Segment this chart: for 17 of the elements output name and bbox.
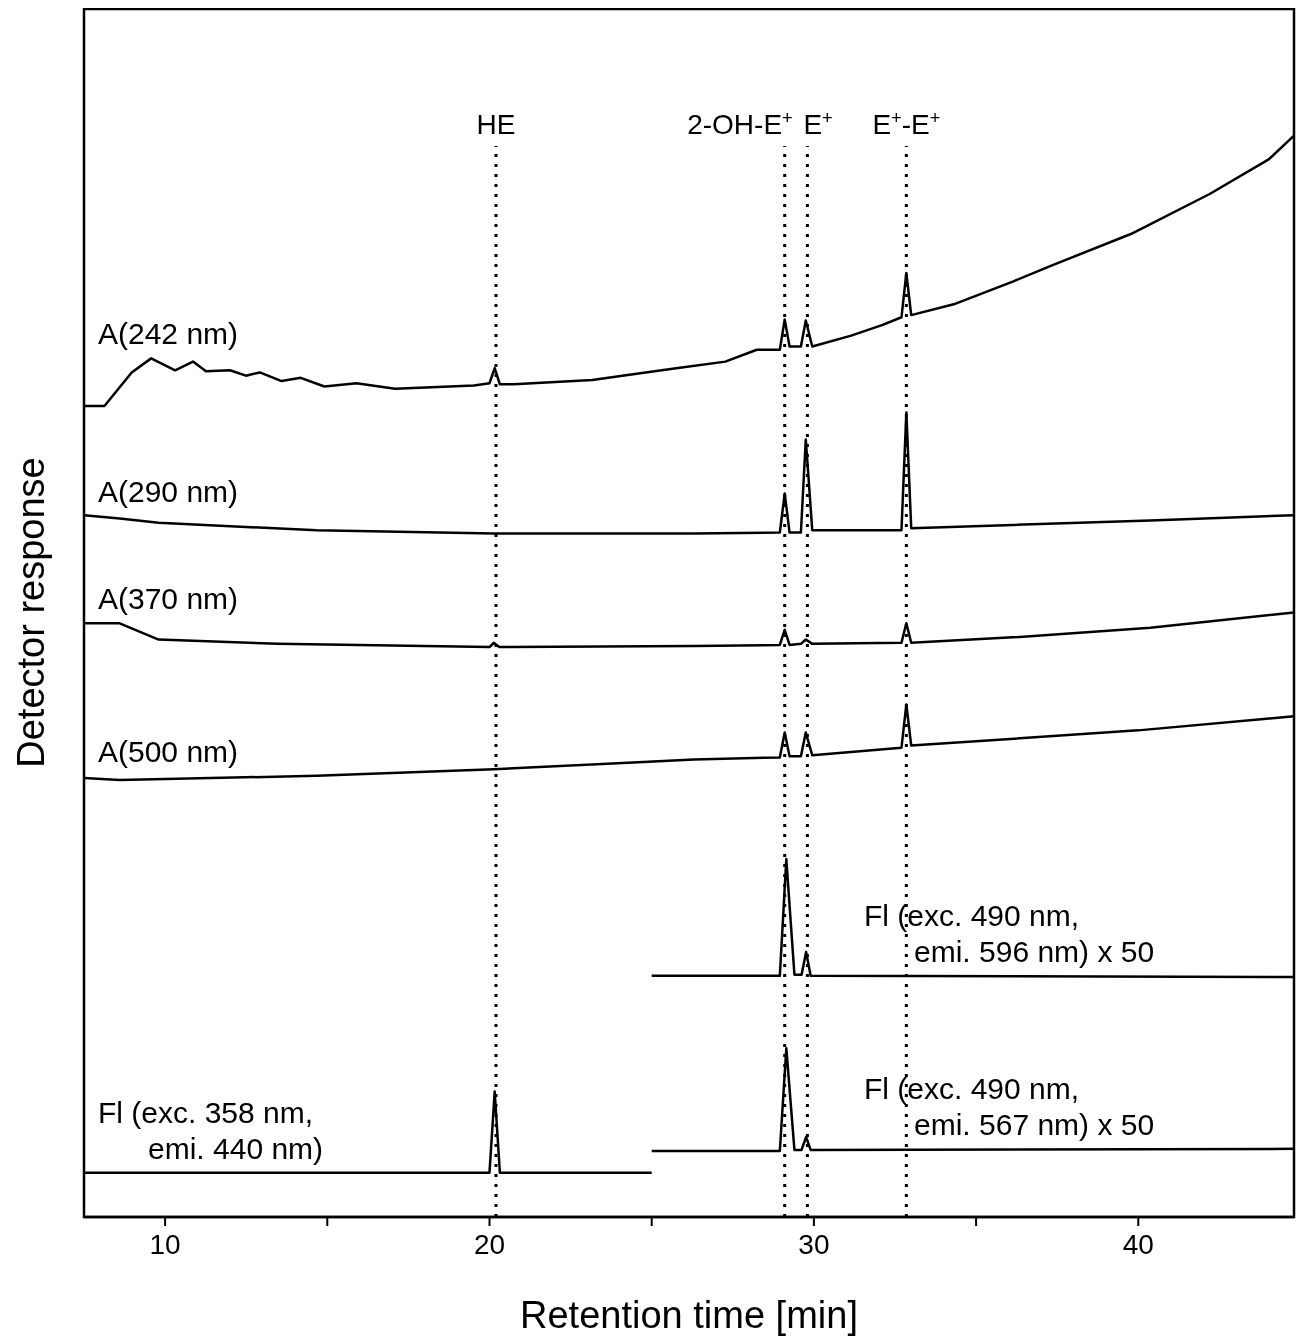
y-axis-title: Detector response <box>10 457 52 768</box>
ref-line-label: 2-OH-E$^{+}$ <box>687 108 793 140</box>
series-label: A(500 nm) <box>98 735 239 769</box>
series-label: Fl (exc. 358 nm, emi. 440 nm) <box>98 1095 324 1165</box>
series-label: Fl (exc. 490 nm, emi. 596 nm) x 50 <box>864 898 1155 968</box>
ref-line-label: E$^{+}$ <box>803 108 833 140</box>
ref-line-label: E$^{+}$-E$^{+}$ <box>872 108 941 140</box>
x-tick-label: 40 <box>1122 1228 1154 1260</box>
series-label: A(290 nm) <box>98 474 239 508</box>
series-label: Fl (exc. 490 nm, emi. 567 nm) x 50 <box>864 1072 1155 1142</box>
x-tick-label: 10 <box>149 1228 181 1260</box>
x-axis-title: Retention time [min] <box>520 1294 858 1336</box>
series-label: A(370 nm) <box>98 582 239 616</box>
series-label: A(242 nm) <box>98 317 239 351</box>
x-tick-label: 30 <box>798 1228 830 1260</box>
x-tick-label: 20 <box>473 1228 506 1260</box>
ref-line-label: HE <box>476 109 516 140</box>
